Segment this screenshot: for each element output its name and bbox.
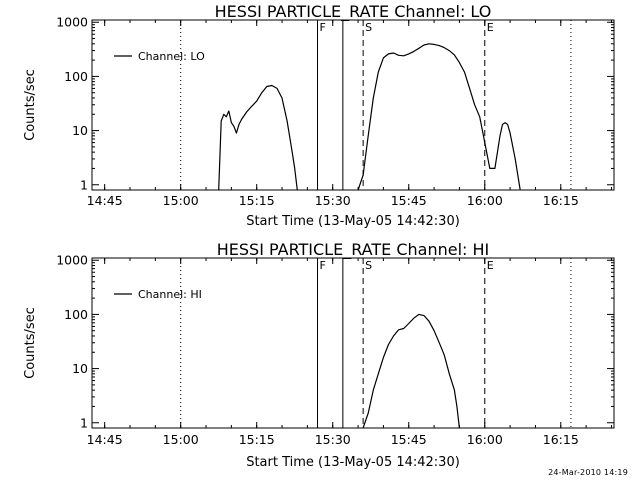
event-label-F: F: [320, 259, 326, 272]
y-tick-label: 100: [64, 69, 88, 84]
panel-1: HESSI PARTICLE_RATE Channel: LOF S E14:45 1…: [23, 2, 615, 229]
y-tick-label: 1: [80, 415, 88, 430]
y-tick-label: 100: [64, 307, 88, 322]
y-tick-label: 1: [80, 177, 88, 192]
x-axis-label: Start Time (13-May-05 14:42:30): [246, 455, 460, 470]
x-tick-label: 16:15: [543, 193, 579, 208]
series-line-1-segment-2: [357, 43, 521, 191]
x-tick-label: 14:45: [87, 432, 123, 447]
plot-frame: [91, 257, 615, 429]
series-line-1-segment-1: [218, 84, 298, 191]
event-label-S: S: [365, 259, 372, 272]
x-tick-label: 15:45: [391, 432, 427, 447]
x-tick-label: 15:30: [315, 432, 351, 447]
event-label-F: F: [320, 21, 326, 34]
x-tick-label: 16:15: [543, 432, 579, 447]
x-tick-label: 15:15: [239, 193, 275, 208]
x-tick-label: 16:00: [467, 193, 503, 208]
y-tick-label: 1000: [56, 253, 88, 268]
event-label-E: E: [487, 259, 494, 272]
x-tick-label: 15:00: [163, 193, 199, 208]
event-label-S: S: [365, 21, 372, 34]
y-tick-label: 10: [72, 361, 88, 376]
y-tick-label: 10: [72, 123, 88, 138]
x-tick-label: 15:15: [239, 432, 275, 447]
x-tick-label: 15:00: [163, 432, 199, 447]
y-axis-label: Counts/sec: [23, 69, 38, 141]
legend-label: Channel: LO: [138, 50, 205, 63]
plot-frame: [91, 19, 615, 191]
legend-label: Channel: HI: [138, 288, 202, 301]
y-axis-label: Counts/sec: [23, 307, 38, 379]
footer-timestamp: 24-Mar-2010 14:19: [548, 468, 628, 477]
panel-2: HESSI PARTICLE_RATE Channel: HIF S E 14:45 1…: [23, 240, 615, 470]
event-label-E: E: [487, 21, 494, 34]
series-line-1-segment-1: [362, 313, 460, 429]
x-tick-label: 16:00: [467, 432, 503, 447]
chart-title: HESSI PARTICLE_RATE Channel: LO: [215, 2, 492, 22]
chart-title: HESSI PARTICLE_RATE Channel: HI: [217, 240, 490, 260]
x-tick-label: 15:45: [391, 193, 427, 208]
x-tick-label: 14:45: [87, 193, 123, 208]
x-axis-label: Start Time (13-May-05 14:42:30): [246, 214, 460, 229]
y-tick-label: 1000: [56, 15, 88, 30]
x-tick-label: 15:30: [315, 193, 351, 208]
